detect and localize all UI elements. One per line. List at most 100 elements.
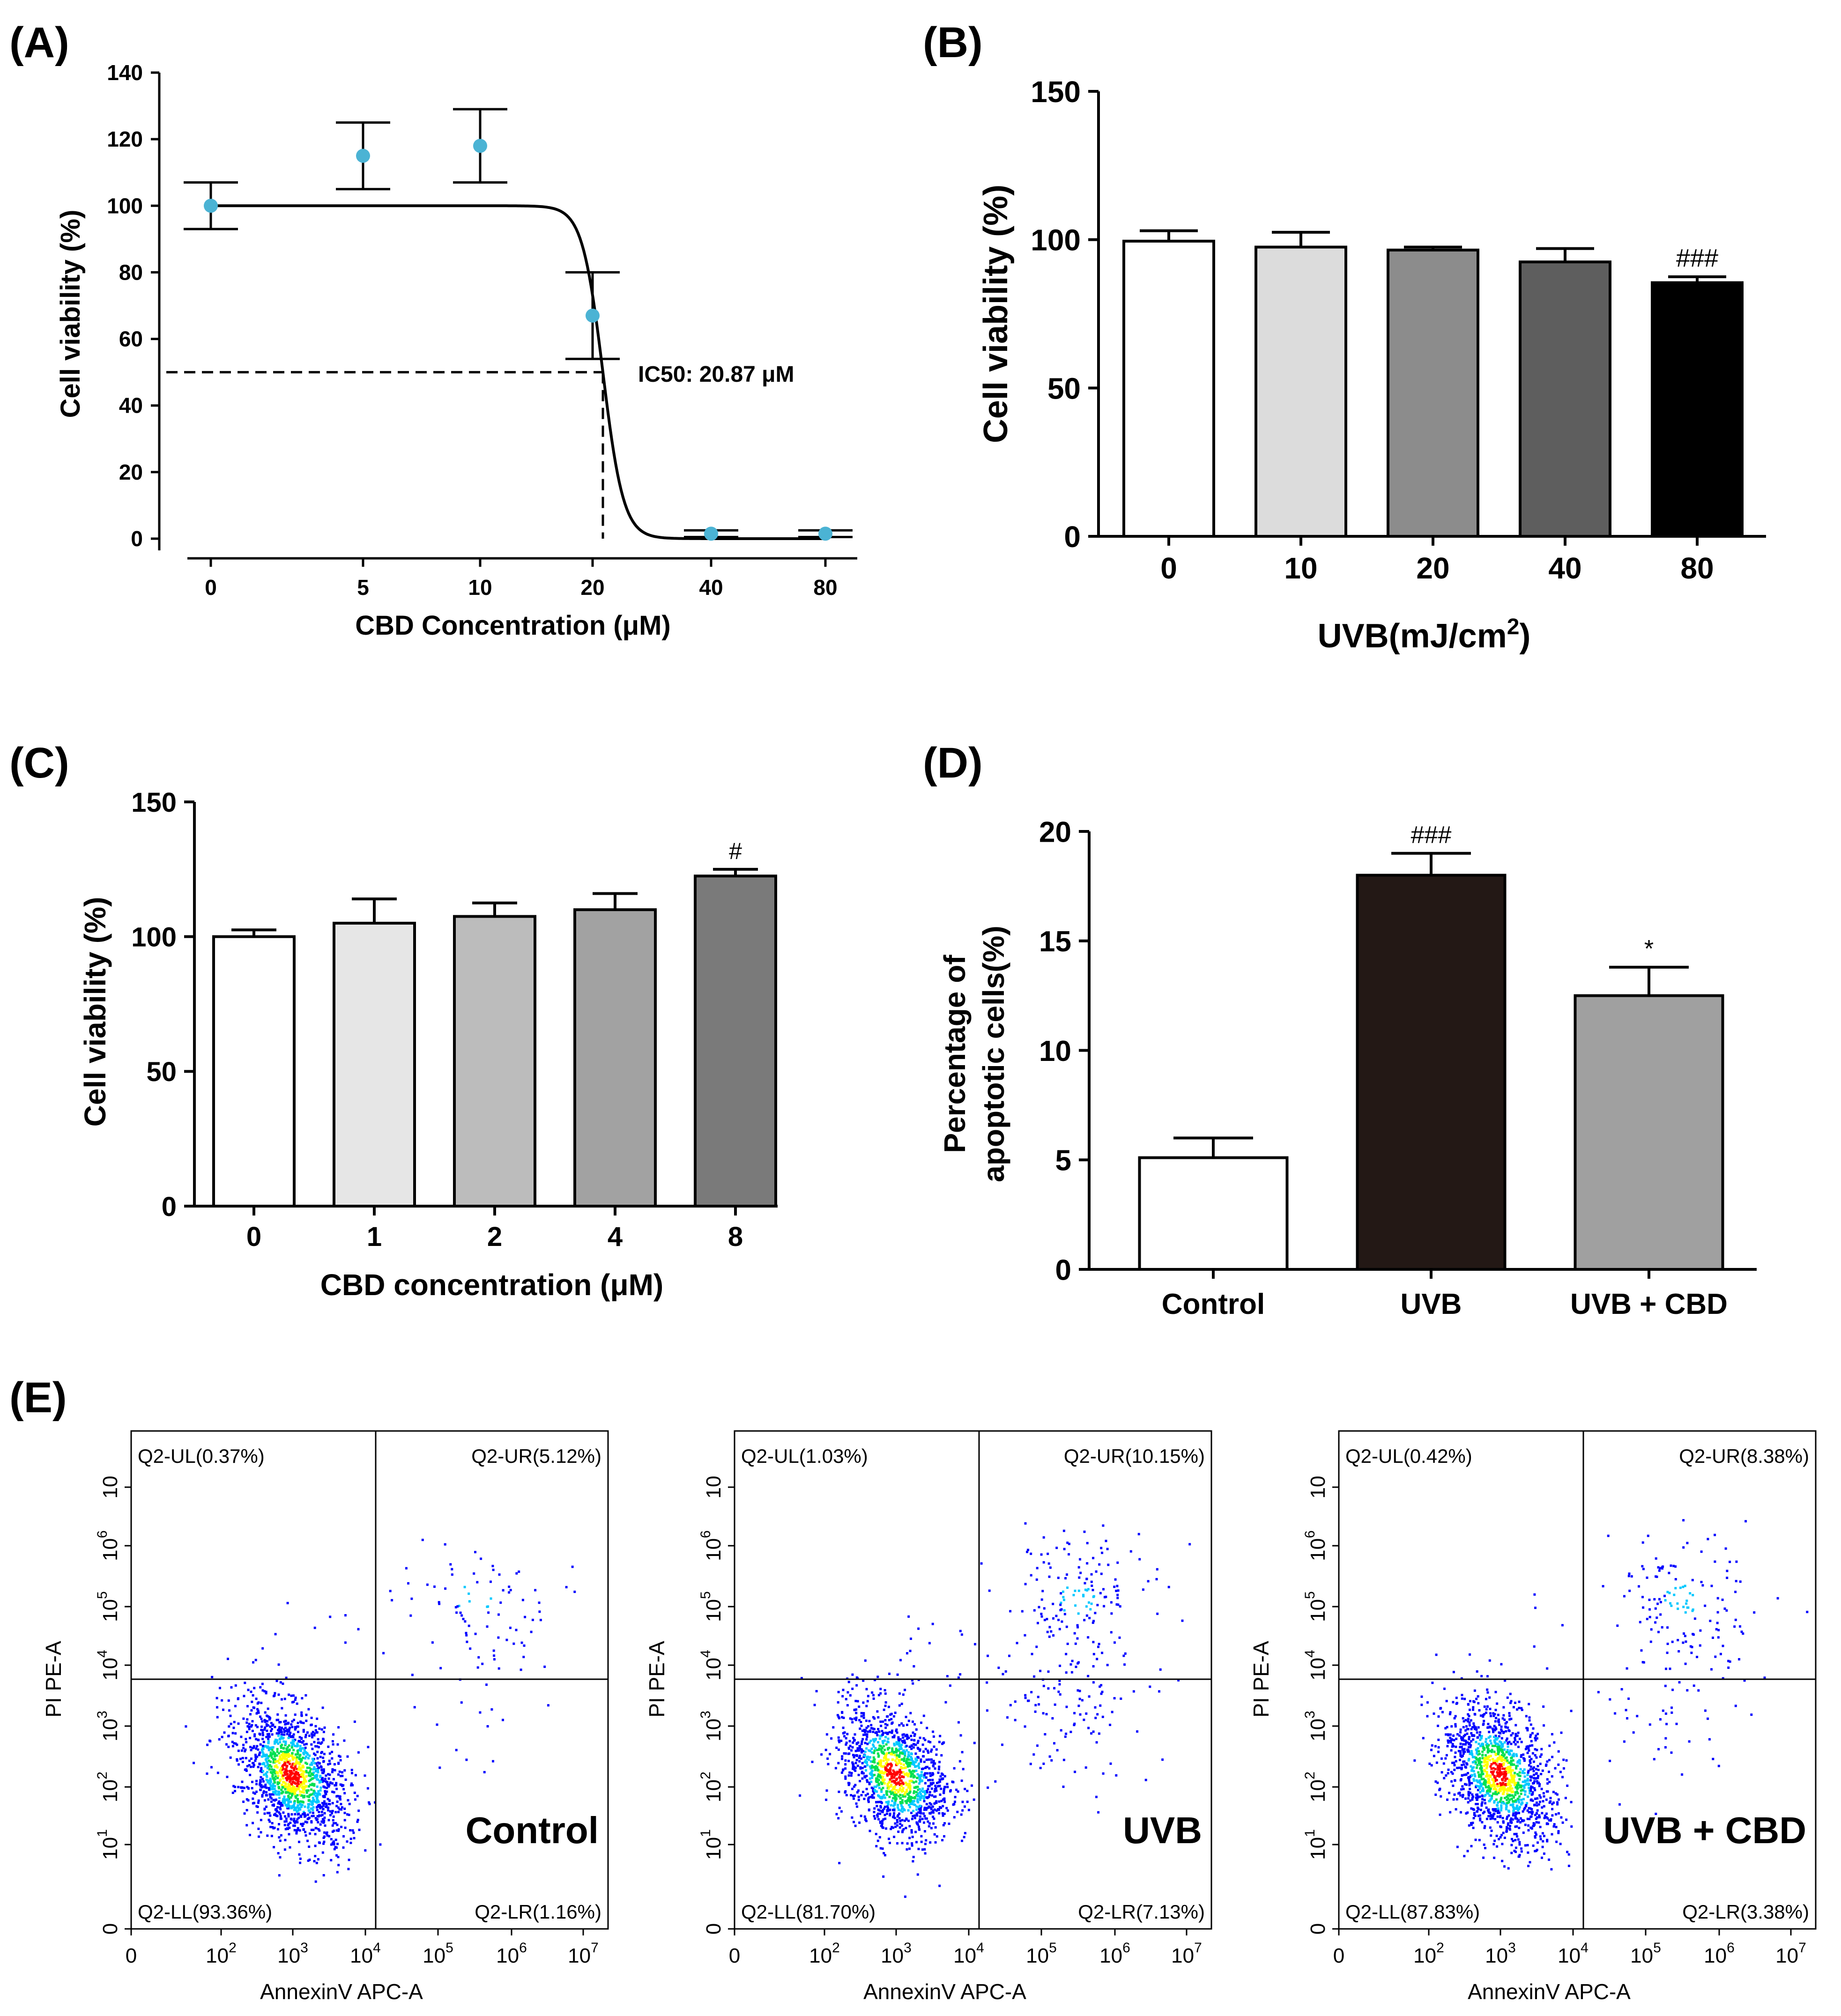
flow-event-dot <box>888 1731 891 1734</box>
flow-event-dot <box>1478 1734 1481 1736</box>
flow-event-dot <box>917 1847 920 1850</box>
flow-event-dot <box>1455 1702 1458 1705</box>
flow-event-dot <box>880 1788 883 1791</box>
flow-event-dot <box>1479 1714 1482 1717</box>
flow-event-dot <box>276 1781 279 1784</box>
flow-y-tick-exponent: 6 <box>698 1530 713 1538</box>
flow-event-dot <box>870 1748 873 1750</box>
flow-event-dot <box>1021 1610 1024 1613</box>
flow-event-dot <box>333 1763 336 1766</box>
flow-event-dot <box>252 1746 255 1749</box>
flow-event-dot <box>326 1790 328 1793</box>
flow-event-dot <box>1510 1759 1513 1762</box>
flow-event-dot <box>852 1737 855 1739</box>
flow-event-dot <box>1098 1732 1100 1735</box>
flow-event-dot <box>1480 1675 1483 1677</box>
flow-event-dot <box>249 1713 252 1716</box>
flow-event-dot <box>1536 1848 1538 1851</box>
panel-a-x-tick-label: 0 <box>205 575 217 600</box>
flow-event-dot <box>305 1713 308 1716</box>
flow-event-dot <box>889 1713 892 1716</box>
flow-event-dot <box>248 1764 251 1767</box>
flow-event-dot <box>942 1824 945 1827</box>
flow-event-dot <box>986 1709 988 1712</box>
flow-event-dot <box>287 1803 290 1806</box>
flow-event-dot <box>874 1679 876 1682</box>
flow-event-dot <box>856 1764 859 1767</box>
flow-event-dot <box>1504 1779 1507 1782</box>
flow-event-dot <box>321 1802 324 1804</box>
panel-c-y-tick-label: 150 <box>131 787 177 818</box>
flow-event-dot <box>1483 1843 1485 1846</box>
flow-event-dot <box>1477 1702 1480 1705</box>
flow-event-dot <box>889 1778 891 1781</box>
flow-event-dot <box>287 1801 290 1804</box>
flow-event-dot <box>940 1787 943 1790</box>
flow-event-dot <box>306 1795 309 1798</box>
flow-x-axis-title: AnnexinV APC-A <box>260 1979 423 2004</box>
flow-event-dot <box>290 1771 293 1774</box>
flow-event-dot <box>326 1831 328 1834</box>
flow-event-dot <box>1503 1748 1506 1751</box>
flow-event-dot <box>916 1822 919 1825</box>
flow-event-dot <box>1497 1809 1500 1812</box>
flow-event-dot <box>923 1773 926 1776</box>
flow-event-dot <box>1440 1795 1442 1798</box>
flow-event-dot <box>1470 1732 1473 1734</box>
flow-event-dot <box>296 1821 299 1823</box>
flow-event-dot <box>1540 1748 1543 1750</box>
flow-event-dot <box>1514 1799 1517 1802</box>
flow-event-dot <box>1472 1778 1475 1780</box>
flow-event-dot <box>1478 1785 1481 1788</box>
flow-event-dot <box>1469 1799 1472 1802</box>
flow-event-dot <box>1482 1789 1485 1792</box>
flow-event-dot <box>867 1799 869 1801</box>
flow-event-dot <box>1507 1726 1509 1729</box>
flow-event-dot <box>1064 1735 1067 1738</box>
flow-event-dot <box>1505 1807 1507 1809</box>
flow-event-dot <box>1535 1772 1538 1775</box>
flow-event-dot <box>892 1776 895 1779</box>
flow-event-dot <box>491 1564 494 1567</box>
flow-event-dot <box>1501 1783 1504 1786</box>
flow-event-dot <box>301 1782 304 1785</box>
flow-event-dot <box>836 1714 839 1717</box>
flow-event-dot <box>1511 1794 1514 1797</box>
flow-event-dot <box>864 1742 867 1744</box>
flow-event-dot <box>269 1782 272 1785</box>
flow-event-dot <box>1101 1690 1104 1693</box>
flow-event-dot <box>1685 1600 1688 1602</box>
flow-event-dot <box>308 1779 311 1782</box>
panel-e: (E) Q2-UL(0.37%) Q2-UR(5.12%)Q2-LL(93.36%… <box>9 1374 1817 2004</box>
flow-event-dot <box>492 1649 495 1652</box>
flow-event-dot <box>299 1781 302 1784</box>
flow-event-dot <box>284 1742 287 1745</box>
flow-event-dot <box>825 1789 828 1792</box>
flow-event-dot <box>262 1780 265 1783</box>
flow-event-dot <box>283 1733 286 1736</box>
flow-event-dot <box>1485 1786 1488 1789</box>
flow-event-dot <box>941 1839 944 1842</box>
flow-event-dot <box>298 1829 301 1832</box>
flow-event-dot <box>1521 1819 1523 1822</box>
flow-event-dot <box>331 1782 334 1785</box>
flow-event-dot <box>1460 1811 1462 1814</box>
flow-event-dot <box>1486 1775 1489 1778</box>
flow-event-dot <box>1063 1599 1065 1601</box>
flow-event-dot <box>884 1771 887 1773</box>
flow-event-dot <box>1105 1595 1107 1598</box>
flow-event-dot <box>962 1768 965 1771</box>
flow-event-dot <box>291 1754 294 1757</box>
flow-event-dot <box>1482 1745 1485 1748</box>
flow-event-dot <box>320 1806 323 1808</box>
flow-event-dot <box>878 1775 881 1778</box>
flow-event-dot <box>890 1785 892 1788</box>
flow-event-dot <box>284 1798 287 1801</box>
flow-event-dot <box>305 1821 308 1823</box>
flow-event-dot <box>1436 1781 1439 1784</box>
flow-event-dot <box>520 1668 522 1671</box>
flow-event-dot <box>1539 1755 1542 1758</box>
flow-event-dot <box>937 1808 940 1811</box>
panel-d-bar <box>1138 1156 1289 1271</box>
